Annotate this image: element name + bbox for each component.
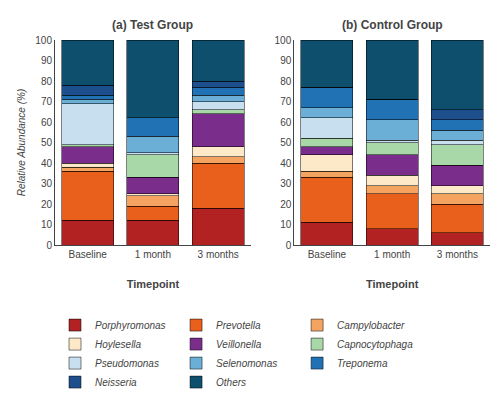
svg-text:90: 90: [280, 55, 292, 66]
svg-text:40: 40: [280, 158, 292, 169]
svg-text:100: 100: [35, 35, 52, 46]
svg-text:(a) Test Group: (a) Test Group: [112, 18, 193, 32]
svg-text:1 month: 1 month: [135, 249, 171, 260]
svg-text:Baseline: Baseline: [308, 249, 347, 260]
svg-text:80: 80: [280, 76, 292, 87]
svg-text:Hoylesella: Hoylesella: [95, 339, 142, 350]
svg-text:10: 10: [41, 219, 53, 230]
svg-text:Timepoint: Timepoint: [127, 278, 180, 290]
svg-text:10: 10: [280, 219, 292, 230]
svg-text:Neisseria: Neisseria: [95, 377, 137, 388]
svg-text:100: 100: [275, 35, 292, 46]
svg-text:0: 0: [46, 240, 52, 251]
svg-text:60: 60: [280, 117, 292, 128]
svg-text:Pseudomonas: Pseudomonas: [95, 358, 159, 369]
svg-text:Treponema: Treponema: [337, 358, 388, 369]
svg-text:70: 70: [41, 96, 53, 107]
svg-text:Baseline: Baseline: [68, 249, 107, 260]
svg-text:Capnocytophaga: Capnocytophaga: [337, 339, 413, 350]
svg-text:20: 20: [41, 199, 53, 210]
svg-text:Campylobacter: Campylobacter: [337, 320, 405, 331]
svg-text:0: 0: [286, 240, 292, 251]
svg-text:50: 50: [41, 137, 53, 148]
svg-text:Veillonella: Veillonella: [216, 339, 262, 350]
svg-text:Porphyromonas: Porphyromonas: [95, 320, 166, 331]
svg-text:(b) Control Group: (b) Control Group: [342, 18, 443, 32]
svg-text:3 months: 3 months: [437, 249, 478, 260]
svg-text:Selenomonas: Selenomonas: [216, 358, 277, 369]
svg-text:80: 80: [41, 76, 53, 87]
svg-text:Relative Abundance (%): Relative Abundance (%): [16, 89, 27, 196]
svg-text:60: 60: [41, 117, 53, 128]
svg-text:30: 30: [41, 178, 53, 189]
svg-text:30: 30: [280, 178, 292, 189]
svg-text:Timepoint: Timepoint: [366, 278, 419, 290]
svg-text:90: 90: [41, 55, 53, 66]
svg-text:50: 50: [280, 137, 292, 148]
svg-text:Prevotella: Prevotella: [216, 320, 261, 331]
svg-text:Others: Others: [216, 377, 246, 388]
svg-text:3 months: 3 months: [198, 249, 239, 260]
svg-text:1 month: 1 month: [374, 249, 410, 260]
svg-text:70: 70: [280, 96, 292, 107]
svg-text:20: 20: [280, 199, 292, 210]
svg-text:40: 40: [41, 158, 53, 169]
